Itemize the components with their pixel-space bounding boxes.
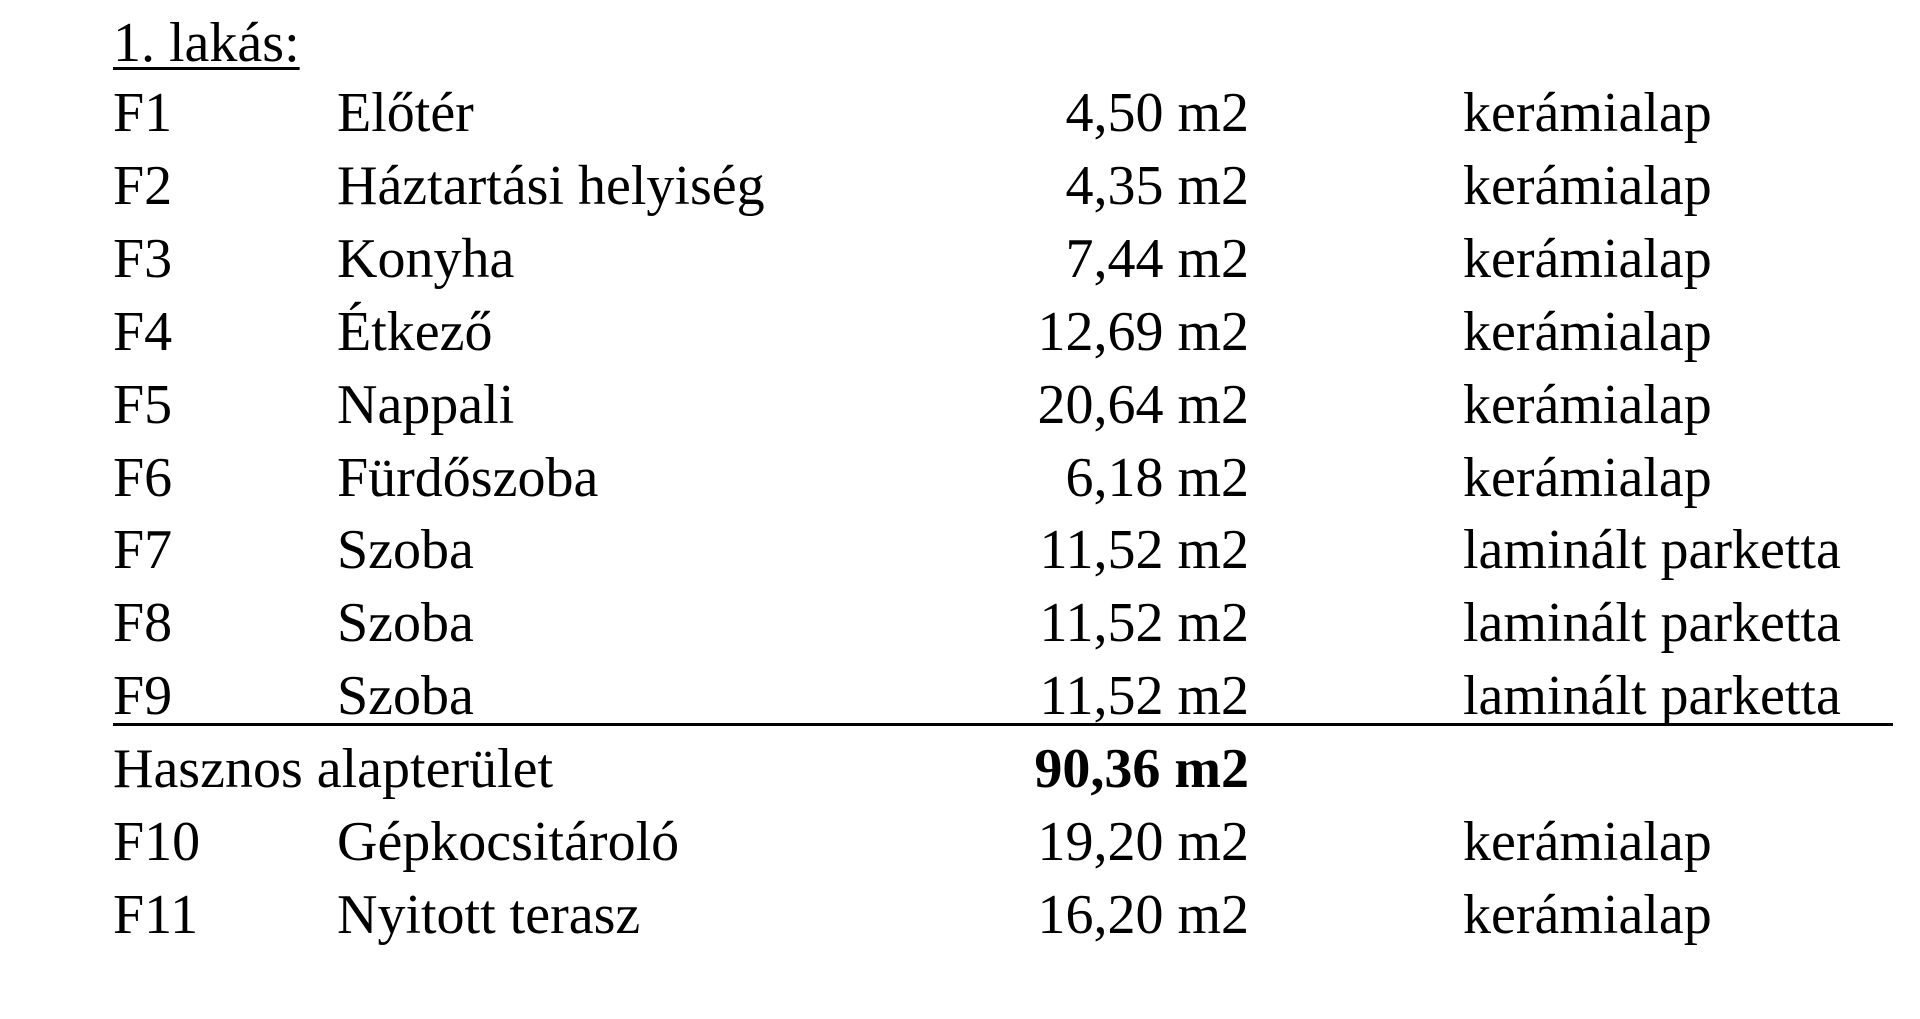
room-code: F11 [113,883,199,946]
room-area: 4,50 m2 [1065,82,1249,144]
room-code: F8 [113,592,173,655]
room-area: 4,35 m2 [1065,154,1249,217]
floor-material: kerámialap [1463,82,1712,144]
room-name: Szoba [337,519,474,582]
room-area: 12,69 m2 [1037,300,1249,363]
room-name: Előtér [337,82,474,144]
room-name: Nyitott terasz [337,883,641,946]
floor-material: laminált parketta [1463,592,1841,655]
room-area: 6,18 m2 [1065,446,1249,509]
room-area: 11,52 m2 [1039,665,1249,728]
floor-material: kerámialap [1463,883,1712,946]
floor-material: kerámialap [1463,373,1712,436]
room-code: F2 [113,154,173,217]
room-area: 7,44 m2 [1065,227,1249,290]
room-name: Étkező [337,300,493,363]
room-area: 16,20 m2 [1037,883,1249,946]
floor-material: kerámialap [1463,154,1712,217]
room-code: F7 [113,519,173,582]
floor-material: kerámialap [1463,227,1712,290]
room-code: F4 [113,300,173,363]
floor-material: laminált parketta [1463,519,1841,582]
floor-material: laminált parketta [1463,665,1841,728]
room-code: F5 [113,373,173,436]
room-code: F9 [113,665,173,728]
room-area: 20,64 m2 [1037,373,1249,436]
room-code: F3 [113,227,173,290]
room-name: Nappali [337,373,515,436]
room-name: Szoba [337,592,474,655]
total-label: Hasznos alapterület [113,738,554,801]
room-code: F1 [113,82,173,144]
floor-material: kerámialap [1463,811,1712,873]
room-area: 19,20 m2 [1037,811,1249,873]
room-name: Szoba [337,665,474,728]
floor-material: kerámialap [1463,446,1712,509]
total-rule [113,723,1893,726]
room-name: Gépkocsitároló [337,811,680,873]
room-code: F6 [113,446,173,509]
room-area: 11,52 m2 [1039,592,1249,655]
floor-material: kerámialap [1463,300,1712,363]
room-name: Háztartási helyiség [337,154,765,217]
room-name: Fürdőszoba [337,446,599,509]
room-code: F10 [113,811,201,873]
total-area: 90,36 m2 [1034,738,1249,801]
room-area: 11,52 m2 [1039,519,1249,582]
room-name: Konyha [337,227,515,290]
apartment-title: 1. lakás: [113,12,300,74]
